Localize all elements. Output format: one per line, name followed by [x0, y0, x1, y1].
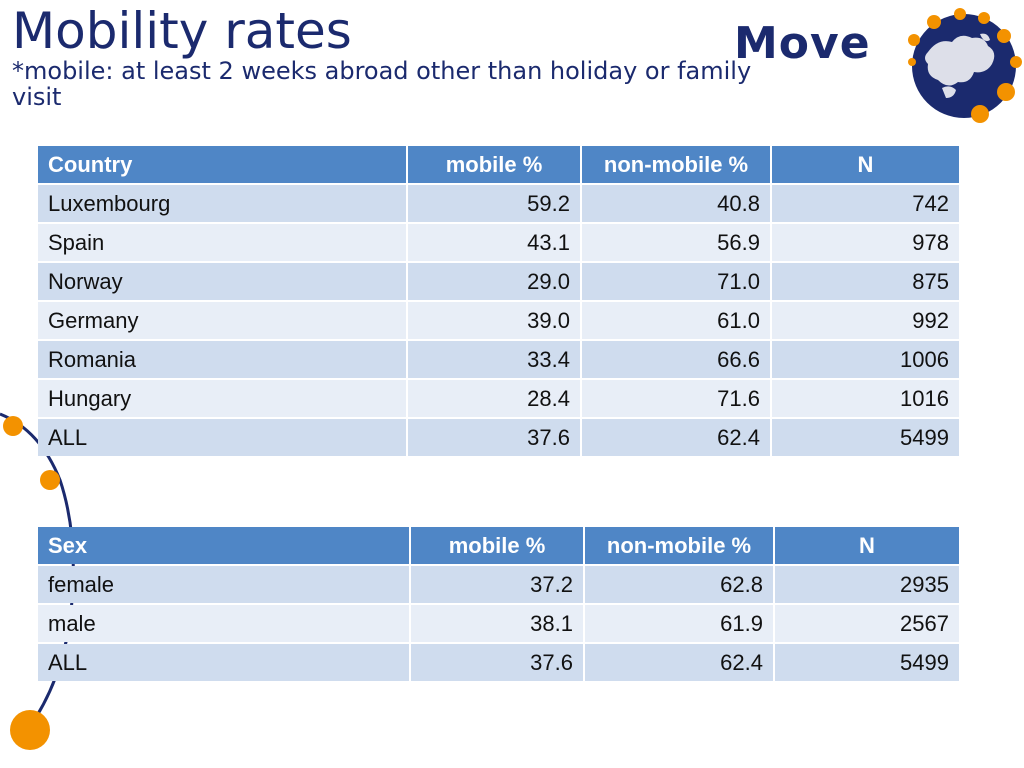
column-header: N — [772, 146, 959, 183]
page-title: Mobility rates — [12, 2, 352, 60]
sex-table: Sex mobile % non-mobile % N female 37.2 62… — [36, 525, 961, 683]
table-row: Hungary 28.4 71.6 1016 — [38, 380, 959, 417]
row-label-cell: Hungary — [38, 380, 406, 417]
row-label-cell: Spain — [38, 224, 406, 261]
value-cell: 38.1 — [411, 605, 583, 642]
row-label-cell: Norway — [38, 263, 406, 300]
row-label-cell: Germany — [38, 302, 406, 339]
value-cell: 43.1 — [408, 224, 580, 261]
value-cell: 5499 — [775, 644, 959, 681]
value-cell: 33.4 — [408, 341, 580, 378]
value-cell: 61.0 — [582, 302, 770, 339]
column-header: mobile % — [408, 146, 580, 183]
value-cell: 66.6 — [582, 341, 770, 378]
table-row: Norway 29.0 71.0 875 — [38, 263, 959, 300]
value-cell: 71.6 — [582, 380, 770, 417]
column-header: N — [775, 527, 959, 564]
value-cell: 62.4 — [582, 419, 770, 456]
table-row: ALL 37.6 62.4 5499 — [38, 419, 959, 456]
page-subtitle: *mobile: at least 2 weeks abroad other t… — [12, 57, 752, 111]
logo-wordmark: Move — [734, 18, 871, 69]
row-label-cell: Luxembourg — [38, 185, 406, 222]
value-cell: 875 — [772, 263, 959, 300]
value-cell: 742 — [772, 185, 959, 222]
table-header-row: Sex mobile % non-mobile % N — [38, 527, 959, 564]
value-cell: 37.6 — [408, 419, 580, 456]
globe-europe-icon — [908, 8, 1022, 123]
value-cell: 28.4 — [408, 380, 580, 417]
value-cell: 1016 — [772, 380, 959, 417]
value-cell: 59.2 — [408, 185, 580, 222]
value-cell: 37.6 — [411, 644, 583, 681]
row-label-cell: male — [38, 605, 409, 642]
row-label-cell: ALL — [38, 419, 406, 456]
column-header: non-mobile % — [585, 527, 773, 564]
table-header-row: Country mobile % non-mobile % N — [38, 146, 959, 183]
value-cell: 56.9 — [582, 224, 770, 261]
row-label-cell: Romania — [38, 341, 406, 378]
value-cell: 992 — [772, 302, 959, 339]
country-table: Country mobile % non-mobile % N Luxembou… — [36, 144, 961, 458]
table-row: Luxembourg 59.2 40.8 742 — [38, 185, 959, 222]
column-header: non-mobile % — [582, 146, 770, 183]
value-cell: 978 — [772, 224, 959, 261]
value-cell: 61.9 — [585, 605, 773, 642]
move-logo: Move — [734, 8, 1022, 123]
value-cell: 5499 — [772, 419, 959, 456]
column-header: Sex — [38, 527, 409, 564]
table-row: Spain 43.1 56.9 978 — [38, 224, 959, 261]
table-row: Germany 39.0 61.0 992 — [38, 302, 959, 339]
row-label-cell: female — [38, 566, 409, 603]
value-cell: 2567 — [775, 605, 959, 642]
table-row: Romania 33.4 66.6 1006 — [38, 341, 959, 378]
table-row: ALL 37.6 62.4 5499 — [38, 644, 959, 681]
value-cell: 62.8 — [585, 566, 773, 603]
value-cell: 29.0 — [408, 263, 580, 300]
value-cell: 40.8 — [582, 185, 770, 222]
row-label-cell: ALL — [38, 644, 409, 681]
value-cell: 2935 — [775, 566, 959, 603]
value-cell: 62.4 — [585, 644, 773, 681]
table-row: female 37.2 62.8 2935 — [38, 566, 959, 603]
value-cell: 1006 — [772, 341, 959, 378]
table-row: male 38.1 61.9 2567 — [38, 605, 959, 642]
value-cell: 37.2 — [411, 566, 583, 603]
column-header: mobile % — [411, 527, 583, 564]
value-cell: 71.0 — [582, 263, 770, 300]
value-cell: 39.0 — [408, 302, 580, 339]
column-header: Country — [38, 146, 406, 183]
